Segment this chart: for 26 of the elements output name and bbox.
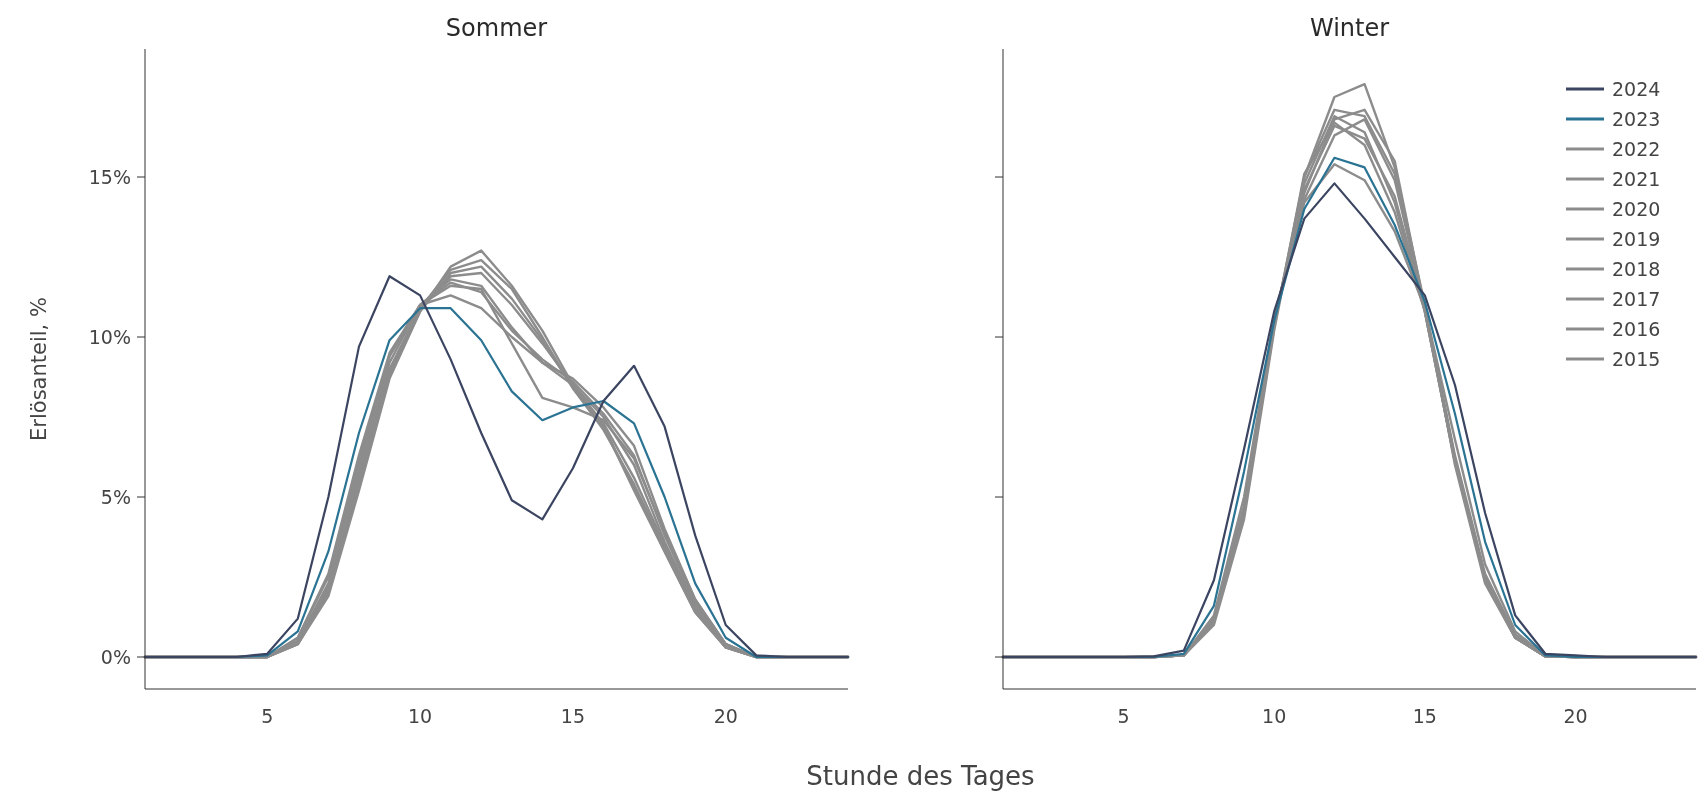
chart-title: Sommer [445,14,548,42]
legend-label: 2017 [1612,287,1661,310]
x-tick-label: 20 [1563,705,1588,727]
chart-title: Winter [1309,14,1390,42]
x-axis-title: Stunde des Tages [806,761,1035,791]
legend-label: 2023 [1612,107,1661,130]
x-tick-label: 10 [407,705,433,727]
legend-label: 2020 [1612,197,1661,220]
legend-label: 2022 [1612,137,1661,160]
x-tick-label: 15 [1412,705,1437,727]
x-tick-label: 10 [1262,705,1287,727]
x-tick-label: 5 [1117,705,1130,727]
x-tick-label: 20 [713,705,738,727]
legend-label: 2021 [1612,167,1661,190]
y-tick-label: 0% [100,645,131,668]
legend-label: 2018 [1612,257,1661,280]
y-axis-title: Erlösanteil, % [27,297,51,441]
x-tick-label: 5 [261,705,274,727]
y-tick-label: 10% [88,325,131,348]
legend-label: 2019 [1612,227,1661,250]
legend-label: 2024 [1612,77,1661,100]
x-tick-label: 15 [560,705,586,727]
y-tick-label: 5% [100,485,131,508]
legend-label: 2015 [1612,347,1661,370]
legend-label: 2016 [1612,317,1661,340]
y-tick-label: 15% [88,165,131,188]
